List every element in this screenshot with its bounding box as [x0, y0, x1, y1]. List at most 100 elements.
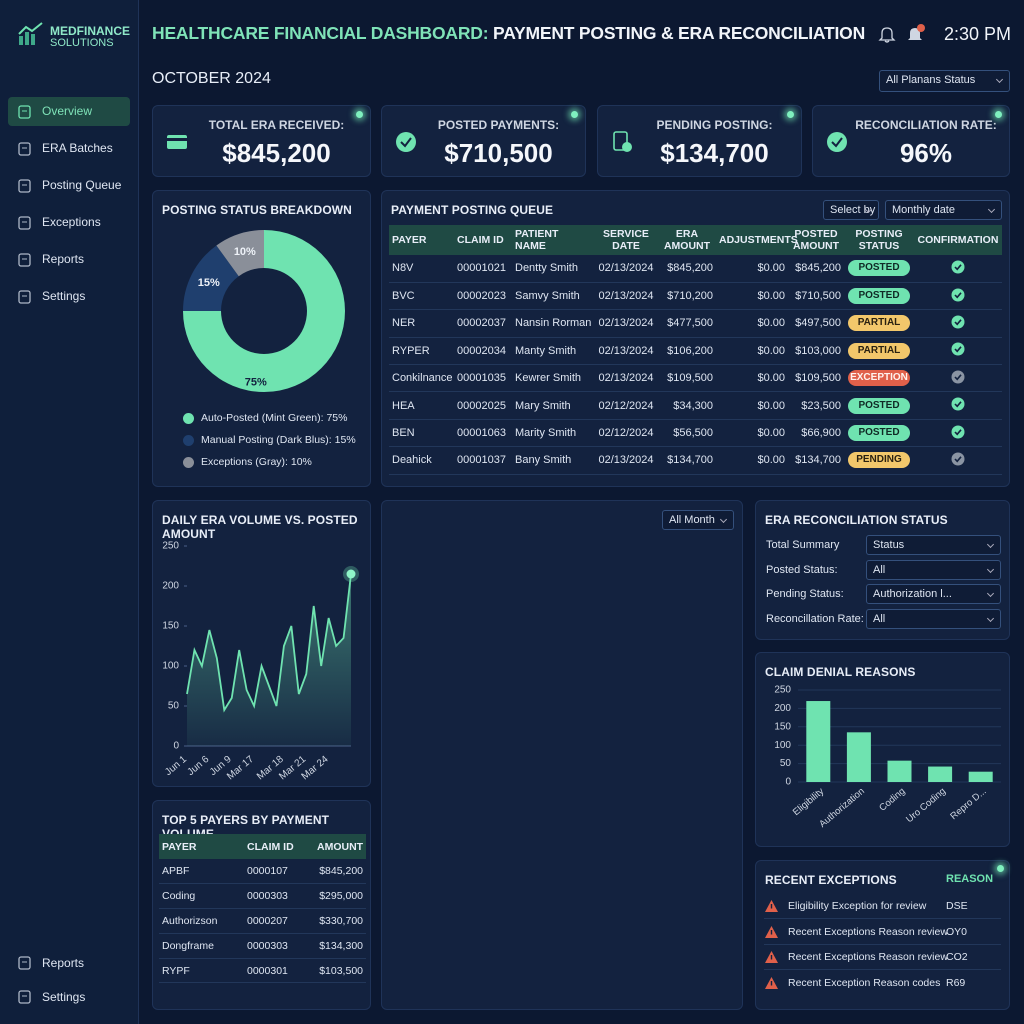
payer-row: Dongframe 0000303 $134,300 — [159, 933, 366, 959]
cell: 00001063 — [454, 419, 512, 448]
kpi-value: $134,700 — [660, 138, 769, 168]
check-icon — [951, 397, 965, 411]
kpi-label: POSTED PAYMENTS: — [437, 118, 560, 132]
glow-dot — [995, 111, 1002, 118]
field-select[interactable]: Status — [866, 535, 1001, 555]
bell-icon[interactable] — [878, 25, 896, 43]
nav-item[interactable]: Exceptions — [42, 215, 101, 229]
nav-item[interactable]: ERA Batches — [42, 141, 113, 155]
confirmation-cell — [914, 337, 1002, 366]
cell: $103,500 — [314, 958, 366, 984]
cell-text: 02/13/2024 — [598, 317, 654, 330]
sort-label[interactable]: Select by — [823, 200, 879, 220]
cell: $477,500 — [658, 309, 716, 338]
icon-shape — [18, 216, 31, 230]
plan-filter[interactable]: All Planans Status — [879, 70, 1010, 92]
nav-icon — [18, 105, 31, 119]
warning-icon — [765, 951, 778, 963]
icon-clock — [622, 142, 632, 152]
queue-row: NER 00002037 Nansin Rorman 02/13/2024 $477,5… — [389, 309, 1002, 338]
cell-text: Kewrer Smith — [515, 372, 582, 385]
exceptions-panel: RECENT EXCEPTIONS REASON Eligibility Exc… — [755, 860, 1010, 1010]
cell-text: Deahick — [392, 454, 432, 467]
cell: $23,500 — [788, 391, 844, 420]
icon-shape — [18, 105, 31, 119]
cell-text: 02/13/2024 — [598, 372, 654, 385]
status-badge: EXCEPTION — [848, 370, 910, 387]
cell-text: N8V — [392, 262, 414, 275]
glow-dot — [571, 111, 578, 118]
icon-shape — [18, 253, 31, 267]
x-tick-label: Repro D... — [948, 786, 988, 822]
nav-item[interactable]: Reports — [42, 956, 85, 970]
cell: 02/13/2024 — [594, 337, 658, 366]
brand-sub: SOLUTIONS — [50, 37, 114, 49]
cell: PENDING — [844, 446, 914, 475]
donut-chart: 75% 15% 10% — [183, 230, 345, 392]
nav-item[interactable]: Settings — [42, 990, 86, 1004]
warning-icon — [765, 976, 778, 989]
nav-item[interactable]: Settings — [42, 289, 86, 303]
check-icon — [951, 342, 965, 356]
field-select[interactable]: Authorization l... — [866, 584, 1001, 604]
cell: 00001021 — [454, 255, 512, 283]
cell: $134,700 — [788, 446, 844, 475]
cell: Conkilnance — [389, 364, 454, 393]
cell: EXCEPTION — [844, 364, 914, 393]
field-select[interactable]: All — [866, 608, 1001, 629]
icon-shape — [827, 132, 847, 152]
check-circle — [951, 288, 965, 302]
status-badge: POSTED — [848, 288, 910, 305]
cell-text: $0.00 — [757, 399, 785, 412]
payer-row: Coding 0000303 $295,000 — [159, 883, 366, 910]
exception-code: DSE — [946, 900, 968, 912]
panel-title: PAYMENT POSTING QUEUE — [391, 203, 554, 217]
cell-text: 00001035 — [457, 372, 506, 385]
cell-text: RYPER — [392, 344, 430, 357]
cell: N8V — [389, 255, 454, 283]
era-volume-panel: DAILY ERA VOLUME VS. POSTED AMOUNT 0 50 10… — [152, 500, 371, 787]
nav-icon — [18, 253, 31, 267]
donut-label: 75% — [245, 376, 267, 388]
cell-text: $710,500 — [795, 290, 841, 303]
cell-text: 00002037 — [457, 317, 506, 330]
column-header: ERA AMOUNT — [663, 228, 711, 252]
cell-text: Mary Smith — [515, 399, 571, 412]
month-filter[interactable]: All Month — [662, 510, 734, 530]
nav-item[interactable]: Posting Queue — [42, 178, 122, 192]
confirmation-cell — [914, 309, 1002, 338]
check-icon — [951, 288, 965, 302]
cell-text: $0.00 — [757, 427, 785, 440]
confirmation-cell — [914, 446, 1002, 475]
exception-code: CO2 — [946, 951, 968, 963]
cell: 02/13/2024 — [594, 364, 658, 393]
warning-icon — [765, 925, 778, 938]
check-circle — [951, 425, 965, 439]
check-mark — [954, 264, 962, 271]
kpi-card: PENDING POSTING: $134,700 — [597, 105, 802, 177]
header-row: PAYER CLAIM ID AMOUNT — [159, 834, 366, 859]
check-mark — [954, 291, 962, 299]
column-header: CONFIRMATION — [917, 234, 999, 246]
check-mark — [954, 428, 962, 436]
panel-title: POSTING STATUS BREAKDOWN — [162, 203, 352, 217]
cell: BVC — [389, 282, 454, 311]
cell: Samvy Smith — [512, 282, 594, 311]
cell: Deahick — [389, 446, 454, 475]
nav-item[interactable]: Reports — [42, 252, 85, 266]
field-select[interactable]: All — [866, 559, 1001, 580]
cell: 00002037 — [454, 309, 512, 338]
title-accent: HEALTHCARE FINANCIAL DASHBOARD: — [152, 23, 489, 43]
cell-text: $845,200 — [795, 262, 841, 275]
column-header: PAYER — [162, 840, 197, 853]
cell-text: HEA — [392, 399, 415, 412]
nav-item[interactable]: Overview — [42, 104, 93, 118]
warning-icon — [765, 900, 778, 912]
sort-select[interactable]: Monthly date — [885, 200, 1002, 220]
posting-status-panel: POSTING STATUS BREAKDOWN 75% 15% 10% Auto-P… — [152, 190, 371, 487]
y-tick-label: 150 — [774, 721, 791, 732]
alert-bell-icon[interactable] — [906, 23, 926, 43]
end-point — [346, 569, 356, 579]
cell: 00002025 — [454, 391, 512, 420]
